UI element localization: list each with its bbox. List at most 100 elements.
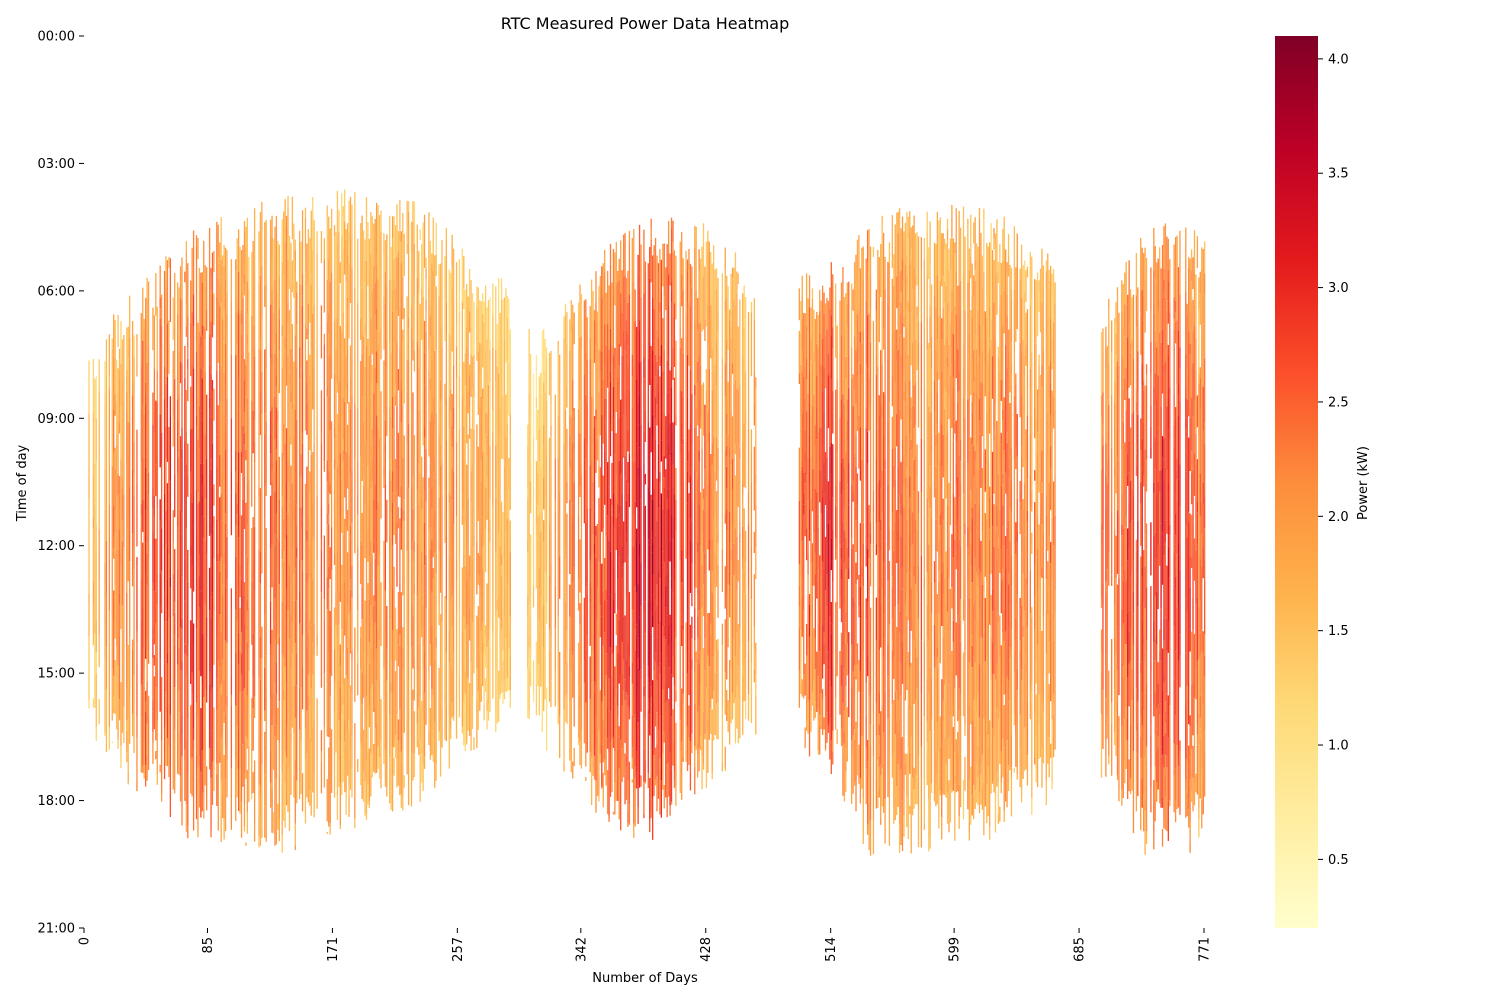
heatmap-cell	[276, 386, 277, 407]
heatmap-cell	[129, 338, 130, 359]
heatmap-cell	[626, 501, 627, 533]
heatmap-cell	[360, 637, 361, 669]
heatmap-cell	[649, 247, 650, 279]
heatmap-cell	[210, 289, 211, 321]
heatmap-cell	[717, 522, 718, 533]
heatmap-cell	[468, 435, 469, 499]
heatmap-cell	[529, 658, 530, 669]
heatmap-cell	[164, 589, 165, 621]
heatmap-cell	[141, 717, 142, 773]
heatmap-cell	[247, 770, 248, 812]
heatmap-cell	[222, 277, 223, 319]
heatmap-cell	[328, 355, 329, 397]
heatmap-cell	[302, 667, 303, 709]
heatmap-cell	[177, 399, 178, 420]
heatmap-cell	[314, 220, 315, 284]
heatmap-cell	[550, 680, 551, 691]
heatmap-cell	[601, 341, 602, 352]
heatmap-cell	[540, 426, 541, 468]
heatmap-cell	[633, 516, 634, 548]
heatmap-cell	[621, 578, 622, 599]
heatmap-cell	[728, 435, 729, 467]
heatmap-cell	[635, 321, 636, 385]
heatmap-cell	[726, 435, 727, 446]
heatmap-cell	[411, 646, 412, 688]
heatmap-cell	[404, 436, 405, 500]
heatmap-cell	[617, 738, 618, 749]
heatmap-cell	[197, 567, 198, 578]
heatmap-cell	[428, 276, 429, 287]
heatmap-cell	[645, 283, 646, 347]
heatmap-cell	[270, 602, 271, 644]
heatmap-cell	[174, 623, 175, 634]
heatmap-cell	[328, 259, 329, 312]
heatmap-cell	[698, 642, 699, 653]
heatmap-cell	[367, 583, 368, 625]
heatmap-cell	[529, 711, 530, 719]
heatmap-cell	[187, 359, 188, 370]
heatmap-cell	[260, 488, 261, 552]
heatmap-cell	[237, 780, 238, 798]
heatmap-cell	[308, 739, 309, 803]
heatmap-cell	[391, 555, 392, 619]
heatmap-cell	[608, 540, 609, 593]
heatmap-cell	[504, 573, 505, 584]
heatmap-cell	[202, 378, 203, 420]
heatmap-cell	[453, 365, 454, 407]
heatmap-cell	[591, 619, 592, 683]
heatmap-cell	[629, 656, 630, 667]
heatmap-cell	[694, 608, 695, 629]
heatmap-cell	[444, 490, 445, 543]
heatmap-cell	[431, 307, 432, 360]
heatmap-cell	[751, 482, 752, 546]
heatmap-cell	[813, 469, 814, 533]
heatmap-cell	[112, 466, 113, 487]
heatmap-cell	[572, 475, 573, 517]
heatmap-cell	[735, 475, 736, 528]
heatmap-cell	[328, 514, 329, 525]
heatmap-cell	[639, 735, 640, 788]
heatmap-cell	[661, 292, 662, 345]
heatmap-cell	[292, 260, 293, 292]
heatmap-cell	[470, 312, 471, 354]
heatmap-cell	[348, 636, 349, 689]
heatmap-cell	[248, 607, 249, 649]
heatmap-cell	[658, 274, 659, 338]
heatmap-cell	[239, 565, 240, 576]
heatmap-cell	[495, 615, 496, 668]
heatmap-cell	[587, 508, 588, 572]
heatmap-cell	[685, 251, 686, 315]
heatmap-cell	[324, 621, 325, 674]
heatmap-cell	[527, 669, 528, 718]
heatmap-cell	[247, 515, 248, 526]
heatmap-cell	[237, 408, 238, 419]
heatmap-cell	[88, 498, 89, 540]
heatmap-cell	[716, 343, 717, 385]
heatmap-cell	[203, 432, 204, 464]
heatmap-cell	[633, 229, 634, 282]
heatmap-cell	[569, 585, 570, 617]
heatmap-cell	[680, 390, 681, 454]
heatmap-cell	[119, 529, 120, 593]
heatmap-cell	[340, 453, 341, 517]
heatmap-cell	[488, 640, 489, 704]
heatmap-cell	[225, 280, 226, 344]
heatmap-cell	[401, 720, 402, 752]
heatmap-cell	[690, 689, 691, 742]
heatmap-cell	[375, 729, 376, 774]
heatmap-cell	[619, 769, 620, 801]
heatmap-cell	[607, 271, 608, 324]
heatmap-cell	[266, 687, 267, 708]
heatmap-cell	[709, 316, 710, 369]
heatmap-cell	[643, 686, 644, 697]
heatmap-cell	[549, 629, 550, 650]
heatmap-cell	[643, 431, 644, 463]
heatmap-cell	[694, 247, 695, 279]
heatmap-cell	[312, 579, 313, 643]
heatmap-cell	[223, 819, 224, 830]
heatmap-cell	[805, 313, 806, 366]
heatmap-cell	[226, 250, 227, 292]
heatmap-cell	[206, 267, 207, 309]
heatmap-cell	[667, 510, 668, 574]
heatmap-cell	[430, 389, 431, 421]
